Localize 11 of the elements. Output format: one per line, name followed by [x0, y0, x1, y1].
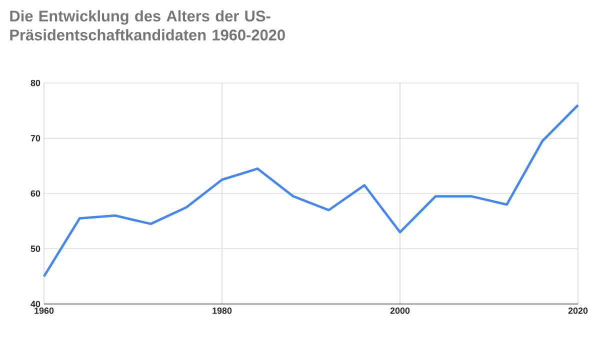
y-tick-label: 60: [30, 190, 40, 197]
chart-title: Die Entwicklung des Alters der US-Präsidentschaftkandidaten 1960-2020: [10, 10, 285, 40]
y-tick-label: 70: [30, 135, 40, 142]
x-tick-label: 1960: [34, 308, 54, 314]
y-tick-label: 80: [30, 80, 40, 86]
line-series: [42, 104, 580, 278]
y-tick-label: 50: [30, 246, 40, 252]
x-tick-label: 1980: [212, 308, 232, 314]
y-tick-label: 40: [30, 300, 40, 308]
x-tick-label: 2020: [568, 308, 588, 314]
x-tick-label: 2000: [390, 308, 410, 314]
